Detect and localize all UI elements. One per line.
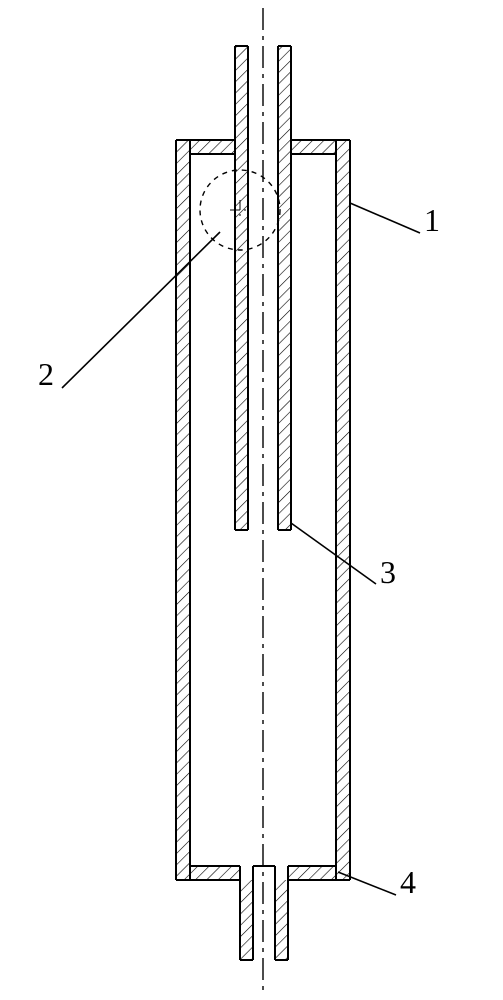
- label-2: 2: [38, 356, 54, 393]
- label-3: 3: [380, 554, 396, 591]
- label-4: 4: [400, 864, 416, 901]
- label-1: 1: [424, 202, 440, 239]
- diagram-svg: [0, 0, 503, 1000]
- diagram-canvas: 1 2 3 4: [0, 0, 503, 1000]
